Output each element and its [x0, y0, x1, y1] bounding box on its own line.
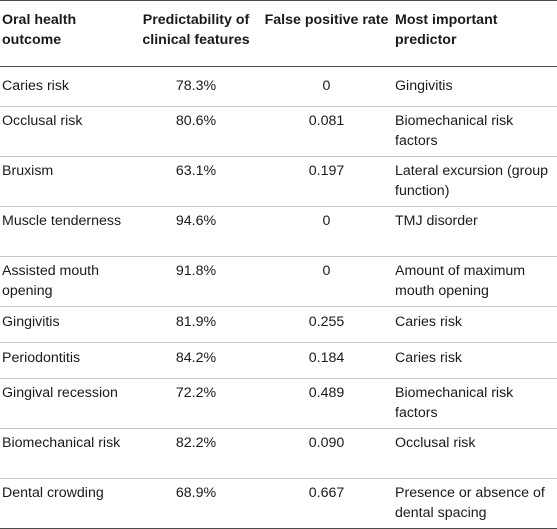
- cell-false-positive-rate: 0: [262, 206, 391, 257]
- cell-predictor: Biomechanical risk factors: [391, 106, 557, 157]
- table-header: Oral health outcome Predictability of cl…: [0, 0, 557, 67]
- cell-predictability: 68.9%: [130, 478, 262, 529]
- cell-predictability: 63.1%: [130, 156, 262, 207]
- header-most-important-predictor: Most important predictor: [395, 12, 498, 48]
- cell-predictor: Caries risk: [391, 342, 557, 379]
- cell-predictability: 82.2%: [130, 428, 262, 479]
- cell-false-positive-rate: 0.667: [262, 478, 391, 529]
- cell-false-positive-rate: 0: [262, 66, 391, 107]
- header-false-positive-rate: False positive rate: [264, 12, 389, 28]
- cell-outcome: Occlusal risk: [0, 106, 130, 157]
- cell-false-positive-rate: 0.489: [262, 378, 391, 429]
- cell-predictor: Occlusal risk: [391, 428, 557, 479]
- cell-outcome: Dental crowding: [0, 478, 130, 529]
- table-row: Gingivitis 81.9% 0.255 Caries risk: [0, 306, 557, 343]
- table-row: Assisted mouth opening 91.8% 0 Amount of…: [0, 256, 557, 307]
- table-body: Caries risk 78.3% 0 Gingivitis Occlusal …: [0, 66, 557, 529]
- header-oral-health-outcome: Oral health outcome: [2, 12, 77, 48]
- header-predictability: Predictability of clinical features: [142, 12, 250, 48]
- cell-outcome: Biomechanical risk: [0, 428, 130, 479]
- cell-outcome: Muscle tenderness: [0, 206, 130, 257]
- cell-predictor: Lateral excursion (group function): [391, 156, 557, 207]
- table-row: Caries risk 78.3% 0 Gingivitis: [0, 66, 557, 107]
- cell-outcome: Assisted mouth opening: [0, 256, 130, 307]
- cell-predictability: 91.8%: [130, 256, 262, 307]
- table-row: Periodontitis 84.2% 0.184 Caries risk: [0, 342, 557, 379]
- cell-predictor: Caries risk: [391, 306, 557, 343]
- cell-predictability: 80.6%: [130, 106, 262, 157]
- cell-false-positive-rate: 0.197: [262, 156, 391, 207]
- cell-false-positive-rate: 0.184: [262, 342, 391, 379]
- cell-predictability: 84.2%: [130, 342, 262, 379]
- cell-outcome: Periodontitis: [0, 342, 130, 379]
- header-row: Oral health outcome Predictability of cl…: [0, 0, 557, 67]
- cell-outcome: Gingival recession: [0, 378, 130, 429]
- cell-outcome: Bruxism: [0, 156, 130, 207]
- table-row: Bruxism 63.1% 0.197 Lateral excursion (g…: [0, 156, 557, 207]
- cell-predictability: 78.3%: [130, 66, 262, 107]
- cell-false-positive-rate: 0.255: [262, 306, 391, 343]
- cell-outcome: Gingivitis: [0, 306, 130, 343]
- cell-predictability: 81.9%: [130, 306, 262, 343]
- cell-predictor: TMJ disorder: [391, 206, 557, 257]
- table-row: Dental crowding 68.9% 0.667 Presence or …: [0, 478, 557, 529]
- cell-false-positive-rate: 0.081: [262, 106, 391, 157]
- cell-predictability: 72.2%: [130, 378, 262, 429]
- table-row: Muscle tenderness 94.6% 0 TMJ disorder: [0, 206, 557, 257]
- cell-predictor: Gingivitis: [391, 66, 557, 107]
- table-row: Gingival recession 72.2% 0.489 Biomechan…: [0, 378, 557, 429]
- cell-false-positive-rate: 0.090: [262, 428, 391, 479]
- cell-predictability: 94.6%: [130, 206, 262, 257]
- table-row: Biomechanical risk 82.2% 0.090 Occlusal …: [0, 428, 557, 479]
- cell-false-positive-rate: 0: [262, 256, 391, 307]
- cell-outcome: Caries risk: [0, 66, 130, 107]
- table-row: Occlusal risk 80.6% 0.081 Biomechanical …: [0, 106, 557, 157]
- cell-predictor: Amount of maximum mouth opening: [391, 256, 557, 307]
- cell-predictor: Presence or absence of dental spacing: [391, 478, 557, 529]
- cell-predictor: Biomechanical risk factors: [391, 378, 557, 429]
